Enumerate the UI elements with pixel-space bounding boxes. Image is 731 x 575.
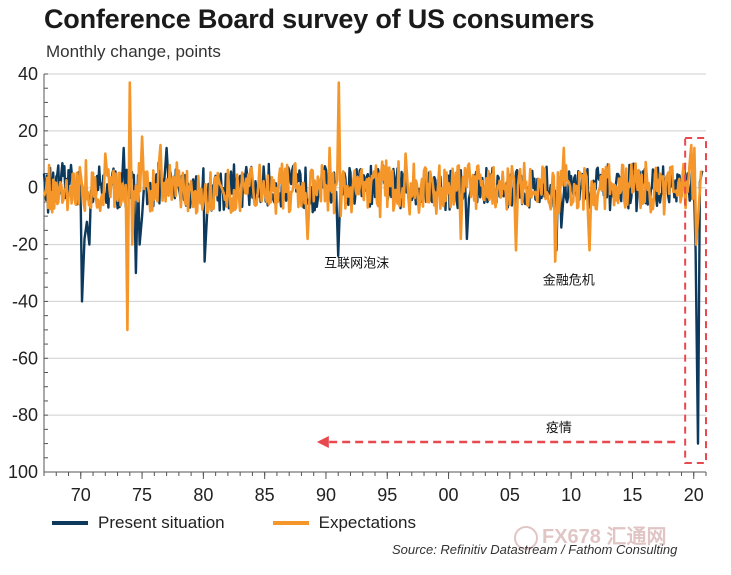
highlight-box — [684, 137, 707, 464]
x-tick-label: 90 — [316, 485, 336, 505]
y-tick-label: 40 — [18, 64, 38, 84]
source-note: Source: Refinitiv Datastream / Fathom Co… — [392, 542, 678, 557]
y-tick-label: -60 — [12, 348, 38, 368]
legend-item-expectations: Expectations — [272, 513, 416, 533]
legend-swatch-expectations — [272, 521, 309, 525]
annotation-arrow-head — [316, 436, 329, 448]
legend-item-present: Present situation — [52, 513, 225, 533]
y-tick-label: -80 — [12, 405, 38, 425]
x-tick-label: 05 — [500, 485, 520, 505]
watermark-logo-icon — [514, 525, 538, 550]
watermark: FX678 汇通网 — [514, 520, 666, 550]
x-tick-label: 10 — [561, 485, 581, 505]
x-tick-label: 70 — [71, 485, 91, 505]
annotation-label: 金融危机 — [543, 272, 595, 288]
legend-label-expectations: Expectations — [318, 513, 416, 532]
legend-swatch-present — [52, 521, 88, 525]
x-tick-label: 85 — [255, 485, 275, 505]
y-tick-label: 0 — [28, 178, 38, 198]
y-tick-label: 100 — [8, 462, 38, 482]
legend-label-present: Present situation — [98, 513, 225, 532]
y-tick-label: -40 — [12, 291, 38, 311]
legend: Present situation Expectations — [52, 513, 464, 533]
series-line-expectations — [42, 81, 703, 332]
x-tick-label: 80 — [193, 485, 213, 505]
x-tick-label: 00 — [439, 485, 459, 505]
y-tick-label: -20 — [12, 235, 38, 255]
y-tick-label: 20 — [18, 121, 38, 141]
watermark-text: FX678 汇通网 — [542, 526, 667, 548]
x-tick-label: 75 — [132, 485, 152, 505]
annotation-label: 疫情 — [546, 420, 572, 436]
chart-subtitle: Monthly change, points — [46, 42, 221, 61]
x-tick-label: 95 — [377, 485, 397, 505]
annotation-label: 互联网泡沫 — [324, 256, 389, 271]
x-tick-label: 15 — [622, 485, 642, 505]
chart-title: Conference Board survey of US consumers — [44, 4, 595, 34]
x-tick-label: 20 — [684, 485, 704, 505]
